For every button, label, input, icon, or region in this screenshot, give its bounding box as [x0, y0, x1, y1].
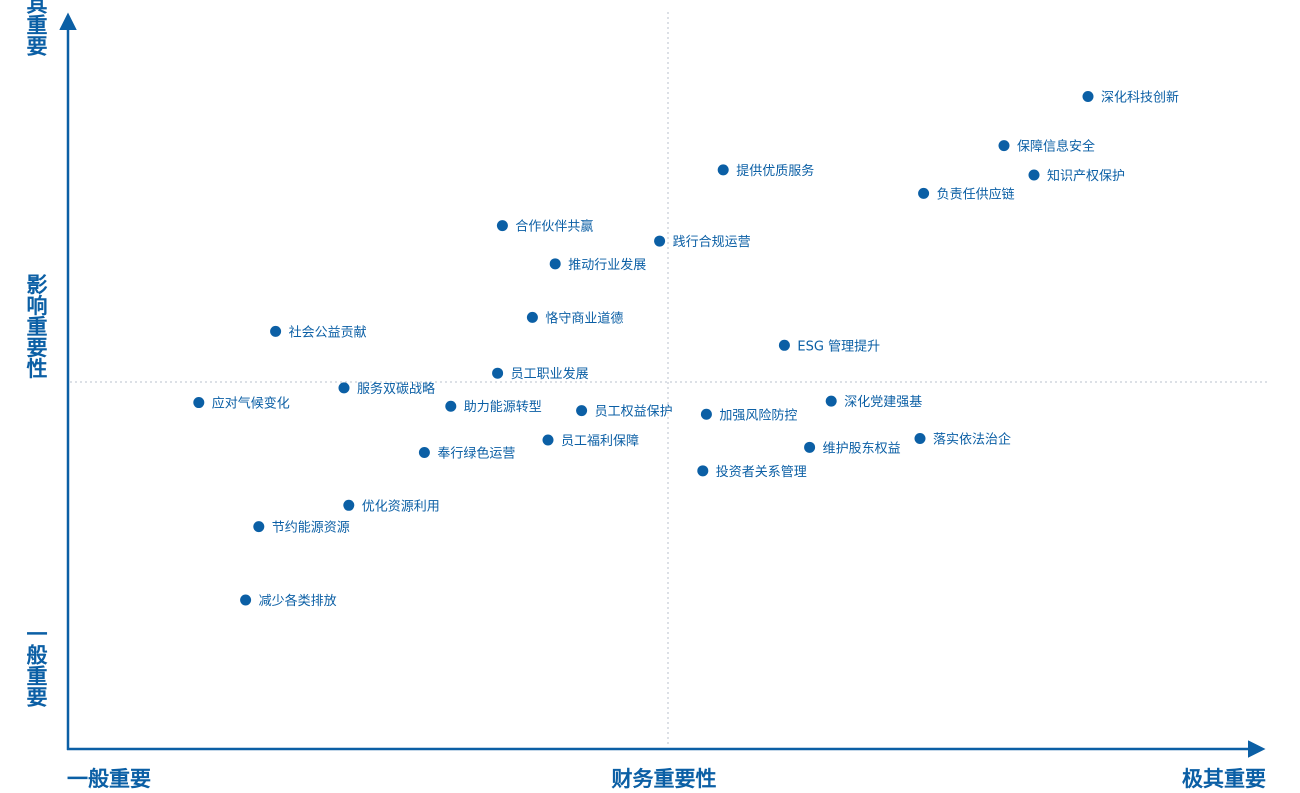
- x-axis-title: 财务重要性: [612, 767, 717, 791]
- data-point-marker: [526, 311, 538, 323]
- data-point: 深化党建强基: [825, 395, 922, 410]
- data-point-marker: [998, 140, 1010, 152]
- data-point-label: 应对气候变化: [212, 396, 290, 412]
- data-point: ESG 管理提升: [778, 338, 880, 354]
- data-point: 负责任供应链: [918, 186, 1015, 202]
- data-point-marker: [804, 441, 816, 453]
- x-axis-high-label: 极其重要: [1182, 767, 1266, 791]
- data-point-label: 保障信息安全: [1017, 139, 1095, 155]
- data-point: 节约能源资源: [253, 521, 350, 536]
- data-point-label: 服务双碳战略: [357, 381, 435, 397]
- data-point: 投资者关系管理: [697, 464, 807, 480]
- data-point: 落实依法治企: [914, 432, 1011, 448]
- data-point-marker: [549, 258, 561, 270]
- data-point: 合作伙伴共赢: [496, 219, 593, 235]
- data-point-label: 助力能源转型: [464, 400, 542, 415]
- data-point-label: 优化资源利用: [362, 499, 440, 514]
- data-point-marker: [825, 395, 837, 407]
- data-point-label: 节约能源资源: [272, 521, 350, 536]
- data-point-label: 落实依法治企: [933, 432, 1011, 448]
- x-axis-low-label: 一般重要: [67, 767, 151, 791]
- data-point: 员工职业发展: [492, 366, 589, 382]
- data-point-label: 提供优质服务: [736, 163, 814, 179]
- data-point-marker: [445, 400, 457, 412]
- data-point-marker: [778, 339, 790, 351]
- data-point: 助力能源转型: [445, 400, 542, 415]
- data-point-label: 员工福利保障: [561, 434, 639, 449]
- data-point-label: 深化党建强基: [844, 395, 922, 410]
- data-point-label: 奉行绿色运营: [437, 445, 515, 461]
- data-point-marker: [492, 367, 504, 379]
- data-point-label: 投资者关系管理: [716, 464, 807, 480]
- y-axis-low-label: 一般重要: [24, 623, 48, 707]
- data-point-marker: [717, 164, 729, 176]
- data-point: 推动行业发展: [549, 257, 646, 273]
- data-point-marker: [697, 465, 709, 477]
- data-point-marker: [240, 594, 252, 606]
- data-point: 知识产权保护: [1028, 168, 1125, 184]
- data-point-marker: [576, 405, 588, 417]
- data-point-marker: [700, 408, 712, 420]
- data-point-label: 加强风险防控: [719, 407, 797, 423]
- data-point-marker: [542, 434, 554, 446]
- data-point: 加强风险防控: [700, 407, 797, 423]
- data-point: 奉行绿色运营: [418, 445, 515, 461]
- data-point-marker: [338, 382, 350, 394]
- data-point-label: 减少各类排放: [259, 593, 337, 609]
- data-point-label: 社会公益贡献: [289, 324, 367, 340]
- data-point: 社会公益贡献: [270, 324, 367, 340]
- data-point: 深化科技创新: [1082, 89, 1179, 105]
- data-point: 恪守商业道德: [526, 311, 623, 326]
- y-axis-title: 影响重要性: [24, 274, 48, 380]
- data-point-label: 维护股东权益: [823, 440, 901, 456]
- data-point-label: 负责任供应链: [937, 186, 1015, 202]
- data-point-marker: [343, 499, 355, 511]
- data-point: 维护股东权益: [804, 440, 901, 456]
- data-point-label: 践行合规运营: [673, 235, 751, 250]
- data-point-label: 合作伙伴共赢: [515, 219, 593, 235]
- data-point: 提供优质服务: [717, 163, 814, 179]
- data-point: 员工福利保障: [542, 434, 639, 449]
- data-point: 保障信息安全: [998, 139, 1095, 155]
- data-point-marker: [1028, 169, 1040, 181]
- data-point-label: ESG 管理提升: [797, 338, 880, 354]
- data-point: 应对气候变化: [193, 396, 290, 412]
- data-point-label: 员工权益保护: [595, 404, 673, 420]
- data-point: 优化资源利用: [343, 499, 440, 514]
- data-point: 践行合规运营: [654, 235, 751, 250]
- data-point-marker: [914, 433, 926, 445]
- data-point-marker: [654, 235, 666, 247]
- data-point: 减少各类排放: [240, 593, 337, 609]
- data-point-label: 深化科技创新: [1101, 89, 1179, 105]
- data-point-marker: [253, 521, 265, 533]
- data-point: 员工权益保护: [576, 404, 673, 420]
- data-point-label: 员工职业发展: [511, 366, 589, 382]
- data-point-label: 推动行业发展: [568, 257, 646, 273]
- data-point-marker: [1082, 90, 1094, 102]
- data-point-marker: [418, 446, 430, 458]
- data-point-marker: [918, 187, 930, 199]
- data-point-marker: [496, 220, 508, 232]
- data-point: 服务双碳战略: [338, 381, 435, 397]
- data-point-marker: [270, 325, 282, 337]
- y-axis-high-label: 极其重要: [24, 0, 48, 56]
- data-point-label: 知识产权保护: [1047, 168, 1125, 184]
- data-point-label: 恪守商业道德: [545, 311, 623, 326]
- data-point-marker: [193, 397, 205, 409]
